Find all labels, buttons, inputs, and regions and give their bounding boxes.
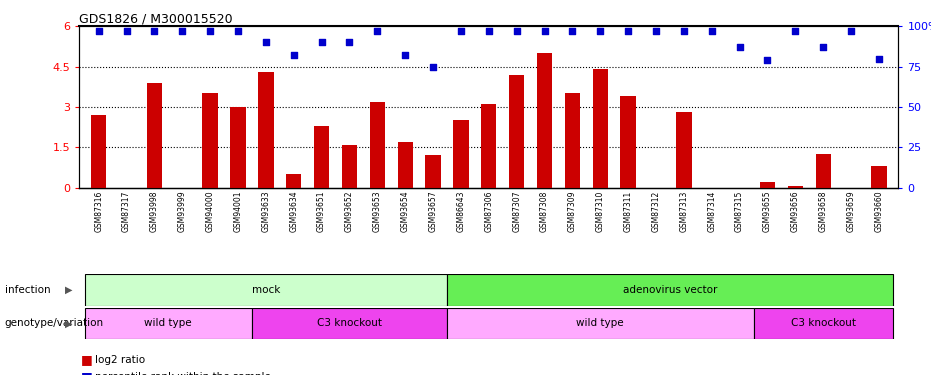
- Point: [788, 28, 803, 34]
- Text: infection: infection: [5, 285, 50, 295]
- Point: [621, 28, 636, 34]
- Text: genotype/variation: genotype/variation: [5, 318, 103, 328]
- Text: ▶: ▶: [65, 285, 73, 295]
- Text: wild type: wild type: [144, 318, 192, 328]
- Point: [286, 52, 301, 58]
- Point: [370, 28, 385, 34]
- Bar: [230, 107, 246, 188]
- Bar: [425, 155, 440, 188]
- Point: [565, 28, 580, 34]
- Bar: [252, 308, 447, 339]
- Point: [760, 57, 775, 63]
- Bar: [481, 104, 496, 188]
- Point: [649, 28, 664, 34]
- Point: [425, 63, 440, 70]
- Text: ■: ■: [81, 354, 93, 366]
- Point: [677, 28, 692, 34]
- Bar: [871, 166, 886, 188]
- Bar: [753, 308, 893, 339]
- Point: [732, 44, 747, 50]
- Text: C3 knockout: C3 knockout: [317, 318, 382, 328]
- Point: [342, 39, 357, 45]
- Point: [231, 28, 246, 34]
- Point: [314, 39, 329, 45]
- Bar: [816, 154, 830, 188]
- Bar: [370, 102, 385, 188]
- Bar: [91, 115, 106, 188]
- Text: mock: mock: [251, 285, 280, 295]
- Text: adenovirus vector: adenovirus vector: [623, 285, 717, 295]
- Text: percentile rank within the sample: percentile rank within the sample: [95, 372, 271, 375]
- Text: ■: ■: [81, 370, 93, 375]
- Bar: [592, 69, 608, 188]
- Bar: [676, 112, 692, 188]
- Point: [119, 28, 134, 34]
- Point: [843, 28, 858, 34]
- Bar: [620, 96, 636, 188]
- Text: wild type: wild type: [576, 318, 624, 328]
- Point: [593, 28, 608, 34]
- Bar: [760, 182, 776, 188]
- Point: [203, 28, 218, 34]
- Point: [509, 28, 524, 34]
- Bar: [85, 274, 447, 306]
- Point: [175, 28, 190, 34]
- Text: log2 ratio: log2 ratio: [95, 355, 145, 365]
- Point: [398, 52, 412, 58]
- Point: [704, 28, 719, 34]
- Point: [453, 28, 468, 34]
- Bar: [447, 274, 893, 306]
- Bar: [147, 83, 162, 188]
- Point: [816, 44, 830, 50]
- Point: [537, 28, 552, 34]
- Text: GDS1826 / M300015520: GDS1826 / M300015520: [79, 12, 233, 25]
- Bar: [453, 120, 468, 188]
- Point: [871, 56, 886, 62]
- Bar: [202, 93, 218, 188]
- Bar: [565, 93, 580, 188]
- Bar: [314, 126, 330, 188]
- Point: [259, 39, 274, 45]
- Bar: [398, 142, 412, 188]
- Bar: [509, 75, 524, 188]
- Point: [91, 28, 106, 34]
- Bar: [537, 53, 552, 188]
- Bar: [788, 186, 803, 188]
- Text: C3 knockout: C3 knockout: [790, 318, 856, 328]
- Bar: [258, 72, 274, 188]
- Bar: [85, 308, 252, 339]
- Point: [481, 28, 496, 34]
- Text: ▶: ▶: [65, 318, 73, 328]
- Point: [147, 28, 162, 34]
- Bar: [342, 144, 358, 188]
- Bar: [447, 308, 753, 339]
- Bar: [286, 174, 302, 188]
